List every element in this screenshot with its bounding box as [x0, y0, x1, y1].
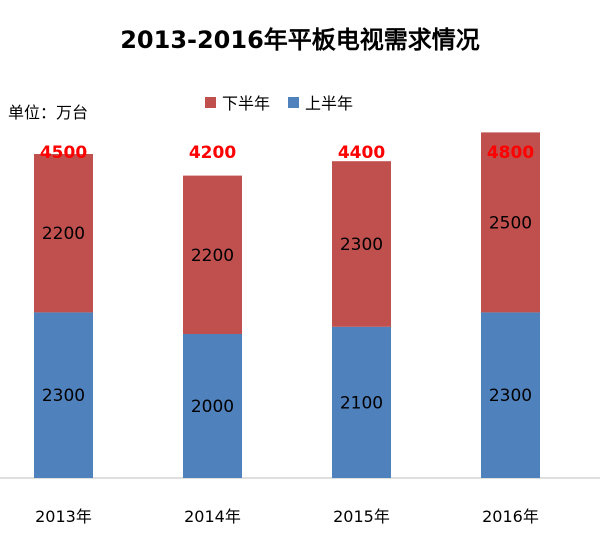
data-label-first-half-4: 2300 — [489, 386, 532, 406]
data-label-second-half-2: 2200 — [191, 246, 234, 266]
bar-segment-first-half-3 — [332, 326, 391, 478]
data-label-first-half-3: 2100 — [340, 393, 383, 413]
data-label-first-half-2: 2000 — [191, 397, 234, 417]
total-label-2: 4200 — [189, 143, 236, 163]
data-label-second-half-1: 2200 — [42, 224, 85, 244]
legend-item-first-half: 上半年 — [288, 90, 353, 114]
total-label-1: 4500 — [40, 143, 87, 163]
data-label-second-half-3: 2300 — [340, 235, 383, 255]
legend-swatch-first-half — [288, 96, 300, 108]
total-label-4: 4800 — [487, 143, 534, 163]
data-label-second-half-4: 2500 — [489, 213, 532, 233]
unit-label: 单位：万台 — [8, 103, 89, 122]
chart-title: 2013-2016年平板电视需求情况 — [120, 26, 480, 54]
data-label-first-half-1: 2300 — [42, 386, 85, 406]
bar-segment-second-half-4 — [481, 132, 540, 313]
total-label-3: 4400 — [338, 143, 385, 163]
bar-segment-first-half-4 — [481, 312, 540, 478]
bar-segment-second-half-1 — [34, 154, 93, 313]
legend-swatch-second-half — [205, 96, 216, 108]
bar-segment-first-half-1 — [34, 312, 93, 478]
x-tick-label-2: 2014年 — [184, 507, 241, 526]
bar-segment-second-half-2 — [183, 175, 242, 334]
legend: 下半年 上半年 — [205, 90, 353, 114]
bar-segment-second-half-3 — [332, 161, 391, 327]
legend-label-second-half: 下半年 — [222, 94, 271, 113]
x-tick-label-1: 2013年 — [35, 507, 92, 526]
legend-label-first-half: 上半年 — [305, 94, 354, 113]
x-tick-label-3: 2015年 — [333, 507, 390, 526]
bar-segment-first-half-2 — [183, 334, 242, 478]
legend-item-second-half: 下半年 — [205, 90, 270, 114]
x-tick-label-4: 2016年 — [482, 507, 539, 526]
